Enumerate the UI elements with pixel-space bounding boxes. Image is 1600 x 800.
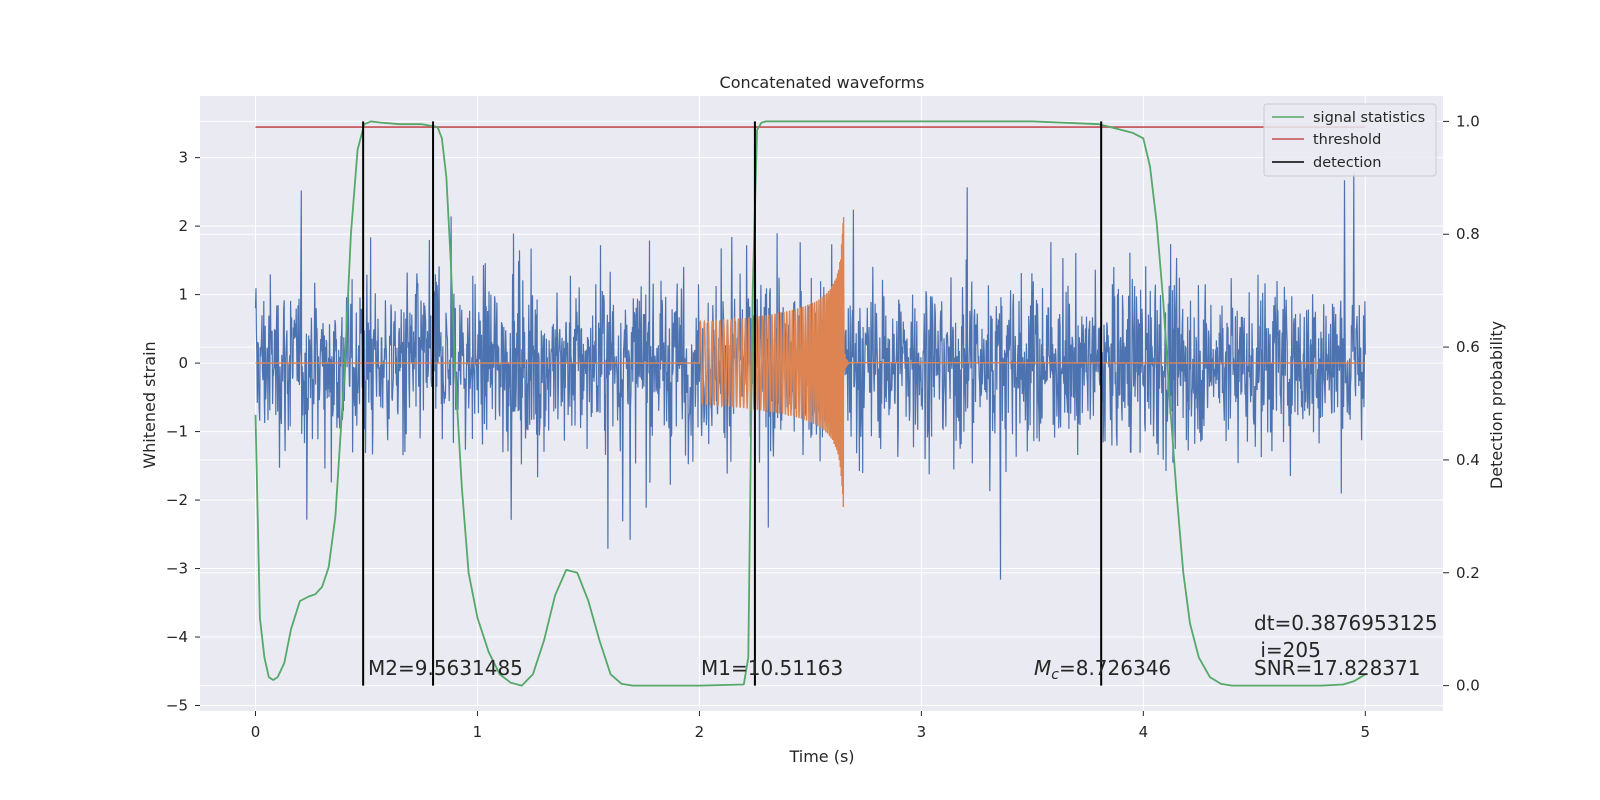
right-tick-label-5: 1.0 [1456, 112, 1480, 130]
y-tick-label-6: 1 [178, 286, 188, 304]
x-tick-label-1: 1 [473, 723, 483, 741]
legend-detection-label: detection [1313, 155, 1381, 171]
mc-annotation: Mc=8.726346 [1034, 656, 1171, 683]
x-tick-label-4: 4 [1139, 723, 1149, 741]
mc-value: =8.726346 [1059, 656, 1171, 680]
chart-title: Concatenated waveforms [720, 73, 925, 92]
y-axis-ticks: −5 −4 −3 −2 −1 0 1 2 3 [166, 149, 200, 715]
legend-threshold-label: threshold [1313, 132, 1381, 148]
x-axis-ticks: 0 1 2 3 4 5 [251, 711, 1370, 741]
detection-series [362, 121, 1103, 686]
legend-signal-statistics-label: signal statistics [1313, 110, 1425, 126]
signal-statistics-series [254, 120, 1366, 687]
template-line [255, 216, 1366, 508]
template-waveform-series [255, 216, 1366, 508]
y-tick-label-4: −1 [166, 423, 188, 441]
signal-statistics-line [254, 120, 1366, 687]
x-tick-label-0: 0 [251, 723, 261, 741]
right-tick-label-4: 0.8 [1456, 225, 1480, 243]
mc-symbol: M [1034, 656, 1051, 680]
legend-box [1263, 103, 1437, 177]
right-tick-label-3: 0.6 [1456, 338, 1480, 356]
y-tick-label-3: −2 [166, 491, 188, 509]
legend: signal statistics threshold detection [1263, 103, 1437, 177]
dt-annotation: dt=0.3876953125 [1254, 611, 1438, 635]
m2-annotation: M2=9.5631485 [368, 656, 523, 680]
y-tick-label-2: −3 [166, 560, 188, 578]
right-y-axis-ticks: 0.0 0.2 0.4 0.6 0.8 1.0 [1443, 112, 1480, 695]
i-annotation: i=205 [1254, 638, 1321, 662]
y-tick-label-5: 0 [178, 354, 188, 372]
m1-annotation: M1=10.51163 [701, 656, 843, 680]
x-axis-label: Time (s) [788, 747, 854, 766]
y-tick-label-1: −4 [166, 628, 188, 646]
y-axis-label: Whitened strain [140, 341, 159, 468]
x-tick-label-2: 2 [695, 723, 705, 741]
right-tick-label-1: 0.2 [1456, 564, 1480, 582]
right-tick-label-2: 0.4 [1456, 451, 1480, 469]
y-tick-label-7: 2 [178, 217, 188, 235]
y-tick-label-0: −5 [166, 697, 188, 715]
x-tick-label-5: 5 [1361, 723, 1371, 741]
right-y-axis-label: Detection probability [1487, 321, 1506, 489]
mc-subscript: c [1051, 667, 1059, 683]
snr-annotation: SNR=17.828371 [1254, 656, 1420, 680]
right-tick-label-0: 0.0 [1456, 677, 1480, 695]
y-tick-label-8: 3 [178, 149, 188, 167]
x-tick-label-3: 3 [917, 723, 927, 741]
